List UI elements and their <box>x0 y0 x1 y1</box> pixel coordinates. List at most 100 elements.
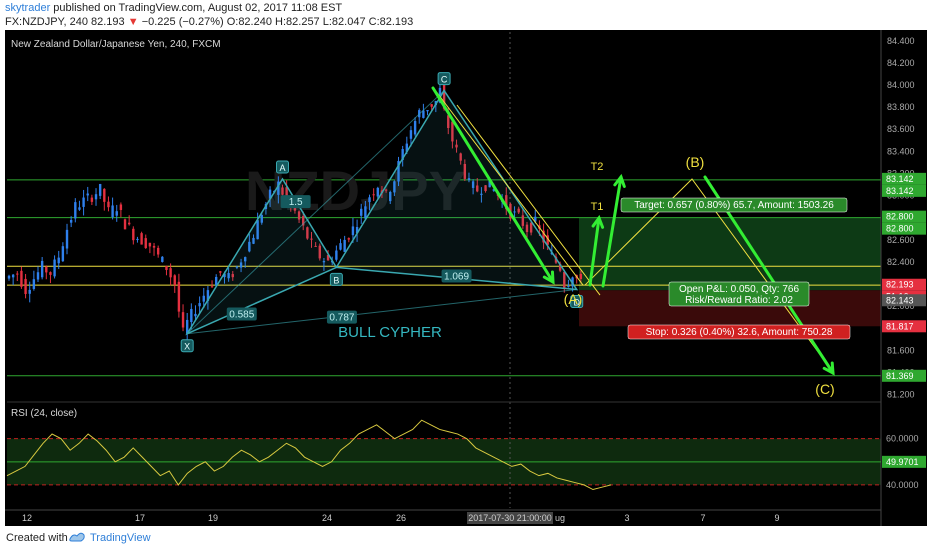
candle-body <box>16 273 19 275</box>
chart-frame[interactable]: NZDJPY X A B C D 1.5 0.585 1.069 0.787 BULL CYPHER… <box>5 30 927 526</box>
candle-body <box>45 266 48 273</box>
candle-body <box>36 272 40 280</box>
candle-body <box>326 254 330 261</box>
rsi-tag-box <box>882 455 926 468</box>
candle-body <box>521 215 525 226</box>
candle-body <box>69 219 73 223</box>
ratio-box <box>326 310 357 324</box>
last-price: 82.193 <box>91 16 125 28</box>
price-tag-label: 81.817 <box>886 321 914 331</box>
candle-body <box>484 185 487 192</box>
candle-body <box>480 193 483 195</box>
candle-body <box>194 313 197 317</box>
candle-body <box>7 275 11 279</box>
projection-label: (A) <box>564 291 583 307</box>
candle-body <box>177 281 181 312</box>
tradingview-logo-icon <box>69 532 85 542</box>
candle-body <box>476 185 479 192</box>
candle-body <box>148 242 152 247</box>
candle-body <box>185 319 189 334</box>
price-tick-label: 84.200 <box>887 58 915 68</box>
price-tick-label: 82.600 <box>887 235 915 245</box>
ratio-label: 0.585 <box>229 310 254 321</box>
candle-body <box>384 189 388 191</box>
price-tag-label: 82.193 <box>886 280 914 290</box>
ratio-box <box>226 307 257 321</box>
time-tick-label: 2017-07-30 21:00:00 <box>468 513 552 523</box>
candle-body <box>542 230 545 243</box>
price-tick-label: 82.400 <box>887 257 915 267</box>
projection-label: T2 <box>591 161 604 173</box>
candle-body <box>231 274 234 278</box>
candle-body <box>571 277 574 287</box>
candle-body <box>115 211 118 216</box>
candle-body <box>28 289 31 294</box>
target-label: Target: 0.657 (0.80%) 65.7, Amount: 1503… <box>634 200 834 211</box>
channel-line <box>434 89 584 286</box>
candle-body <box>248 241 251 252</box>
price-change: −0.225 (−0.27%) <box>141 16 224 28</box>
tradingview-brand[interactable]: TradingView <box>90 532 151 544</box>
created-with-text: Created with <box>6 532 68 544</box>
time-tick-label: 17 <box>135 513 145 523</box>
candle-body <box>310 238 313 240</box>
pattern-point-label: D <box>573 297 580 307</box>
close-value: C:82.193 <box>368 16 414 28</box>
candle-body <box>447 115 450 128</box>
pattern-point-box <box>329 272 343 286</box>
candle-body <box>442 84 446 109</box>
price-tag-label: 81.369 <box>886 371 914 381</box>
price-tag-box <box>882 210 926 223</box>
time-tick-label: 9 <box>774 513 779 523</box>
price-tick-label: 81.600 <box>887 345 915 355</box>
price-tag-label: 83.142 <box>886 186 914 196</box>
candle-body <box>322 261 326 263</box>
candle-body <box>78 207 81 210</box>
candle-body <box>98 183 102 196</box>
candle-body <box>111 205 114 218</box>
candle-body <box>86 193 89 196</box>
candle-body <box>223 273 226 278</box>
price-tag-box <box>882 278 926 291</box>
candle-body <box>513 211 516 213</box>
rsi-tick-label: 60.0000 <box>886 434 919 444</box>
candle-body <box>32 279 36 289</box>
xab-triangle <box>185 177 338 336</box>
candle-body <box>49 272 52 275</box>
stop-label: Stop: 0.326 (0.40%) 32.6, Amount: 750.28 <box>646 327 833 338</box>
candle-body <box>190 308 193 323</box>
candle-body <box>227 273 230 279</box>
pattern-point-box <box>570 294 584 308</box>
candle-body <box>277 181 280 195</box>
xd-diagonal <box>187 288 577 335</box>
publisher-link[interactable]: skytrader <box>5 2 51 14</box>
candle-body <box>107 201 110 208</box>
candle-body <box>355 227 359 234</box>
publish-line: skytrader published on TradingView.com, … <box>5 2 342 14</box>
rsi-tick-label: 49.9701 <box>886 457 919 467</box>
pattern-point-box <box>275 160 289 174</box>
candle-body <box>422 110 425 118</box>
down-arrow-1-head <box>542 270 555 285</box>
chart-title: New Zealand Dollar/Japanese Yen, 240, FX… <box>11 39 221 50</box>
candle-body <box>430 104 433 107</box>
candle-body <box>244 257 247 262</box>
candle-body <box>393 181 396 193</box>
candle-body <box>579 273 583 280</box>
time-tick-label: 3 <box>624 513 629 523</box>
candle-body <box>252 237 255 244</box>
projection-label: T1 <box>591 201 604 213</box>
rsi-tick-label: 40.0000 <box>886 480 919 490</box>
candle-body <box>314 245 317 247</box>
time-tick-label: 7 <box>700 513 705 523</box>
candle-body <box>202 295 205 302</box>
candle-body <box>563 272 566 289</box>
target-zone <box>579 217 881 291</box>
pattern-name: BULL CYPHER <box>338 324 442 341</box>
ratio-box <box>441 269 472 283</box>
candle-body <box>364 206 367 219</box>
projection-path <box>584 178 834 373</box>
candle-body <box>438 87 442 103</box>
candle-body <box>302 216 305 226</box>
